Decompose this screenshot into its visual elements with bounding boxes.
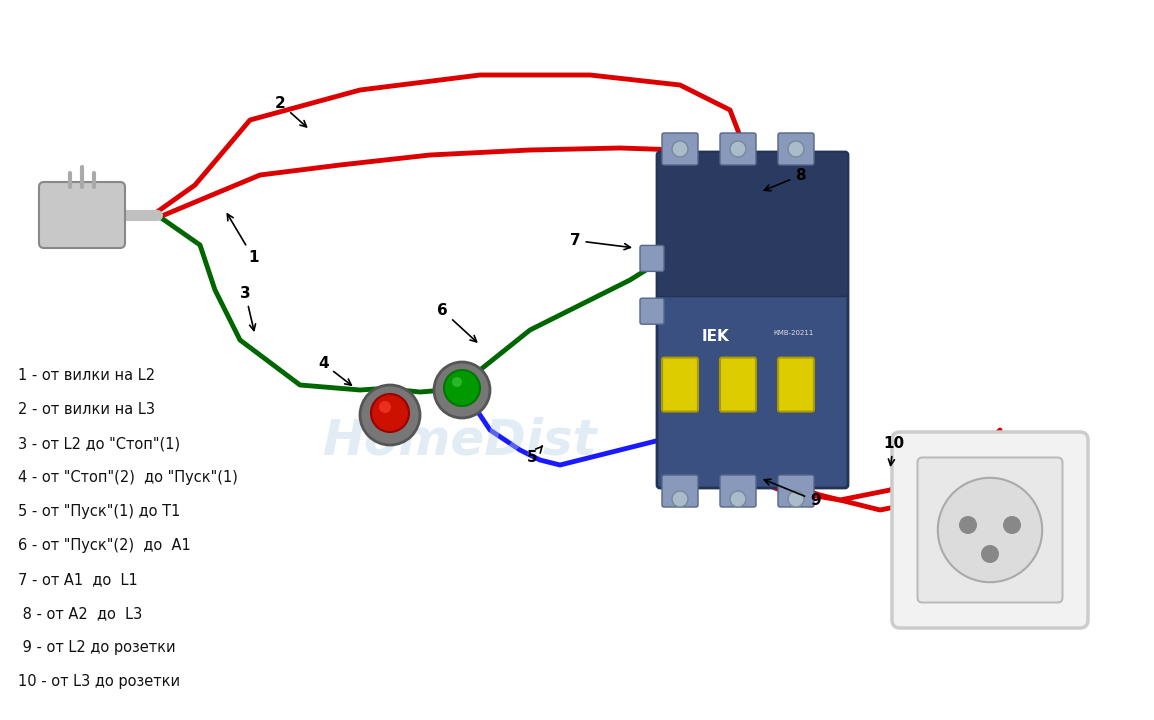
Circle shape <box>360 385 420 445</box>
FancyBboxPatch shape <box>657 152 848 297</box>
Text: 9 - от L2 до розетки: 9 - от L2 до розетки <box>18 640 175 655</box>
FancyBboxPatch shape <box>778 133 814 165</box>
FancyBboxPatch shape <box>39 182 125 248</box>
FancyBboxPatch shape <box>640 298 664 324</box>
Circle shape <box>981 545 999 563</box>
Text: HomeDist: HomeDist <box>323 416 598 464</box>
Text: 10: 10 <box>883 436 904 465</box>
Circle shape <box>434 362 490 418</box>
Text: 4 - от "Стоп"(2)  до "Пуск"(1): 4 - от "Стоп"(2) до "Пуск"(1) <box>18 470 238 485</box>
Text: 5: 5 <box>527 446 542 465</box>
FancyBboxPatch shape <box>662 358 698 412</box>
Text: 8: 8 <box>764 168 805 191</box>
Circle shape <box>938 478 1042 582</box>
Circle shape <box>672 491 688 507</box>
Text: 5 - от "Пуск"(1) до Т1: 5 - от "Пуск"(1) до Т1 <box>18 504 180 519</box>
FancyBboxPatch shape <box>720 358 756 412</box>
Text: 7: 7 <box>570 233 630 250</box>
Circle shape <box>730 141 745 157</box>
FancyBboxPatch shape <box>778 358 814 412</box>
Text: 10 - от L3 до розетки: 10 - от L3 до розетки <box>18 674 180 689</box>
Circle shape <box>788 141 804 157</box>
FancyBboxPatch shape <box>720 475 756 507</box>
Circle shape <box>370 394 409 432</box>
FancyBboxPatch shape <box>657 152 848 488</box>
FancyBboxPatch shape <box>720 133 756 165</box>
Text: 1: 1 <box>227 214 258 265</box>
Circle shape <box>379 401 391 413</box>
Text: 3: 3 <box>240 286 255 330</box>
Text: 6 - от "Пуск"(2)  до  А1: 6 - от "Пуск"(2) до А1 <box>18 538 190 553</box>
Text: 3 - от L2 до "Стоп"(1): 3 - от L2 до "Стоп"(1) <box>18 436 180 451</box>
Text: 6: 6 <box>437 303 477 342</box>
Circle shape <box>959 516 977 534</box>
FancyBboxPatch shape <box>778 475 814 507</box>
Circle shape <box>452 377 462 387</box>
Text: 2 - от вилки на L3: 2 - от вилки на L3 <box>18 402 155 417</box>
FancyBboxPatch shape <box>640 246 664 271</box>
Circle shape <box>444 370 480 406</box>
Text: КМВ-20211: КМВ-20211 <box>773 330 814 336</box>
FancyBboxPatch shape <box>892 432 1088 628</box>
Circle shape <box>788 491 804 507</box>
Circle shape <box>1003 516 1021 534</box>
Text: 1 - от вилки на L2: 1 - от вилки на L2 <box>18 368 155 383</box>
Text: 2: 2 <box>275 96 307 127</box>
FancyBboxPatch shape <box>662 133 698 165</box>
FancyBboxPatch shape <box>662 475 698 507</box>
Circle shape <box>730 491 745 507</box>
FancyBboxPatch shape <box>917 457 1063 603</box>
Text: 4: 4 <box>319 356 351 385</box>
Text: 7 - от А1  до  L1: 7 - от А1 до L1 <box>18 572 137 587</box>
Text: 8 - от А2  до  L3: 8 - от А2 до L3 <box>18 606 142 621</box>
Text: 9: 9 <box>764 480 820 508</box>
Circle shape <box>672 141 688 157</box>
Text: IEK: IEK <box>702 329 729 344</box>
